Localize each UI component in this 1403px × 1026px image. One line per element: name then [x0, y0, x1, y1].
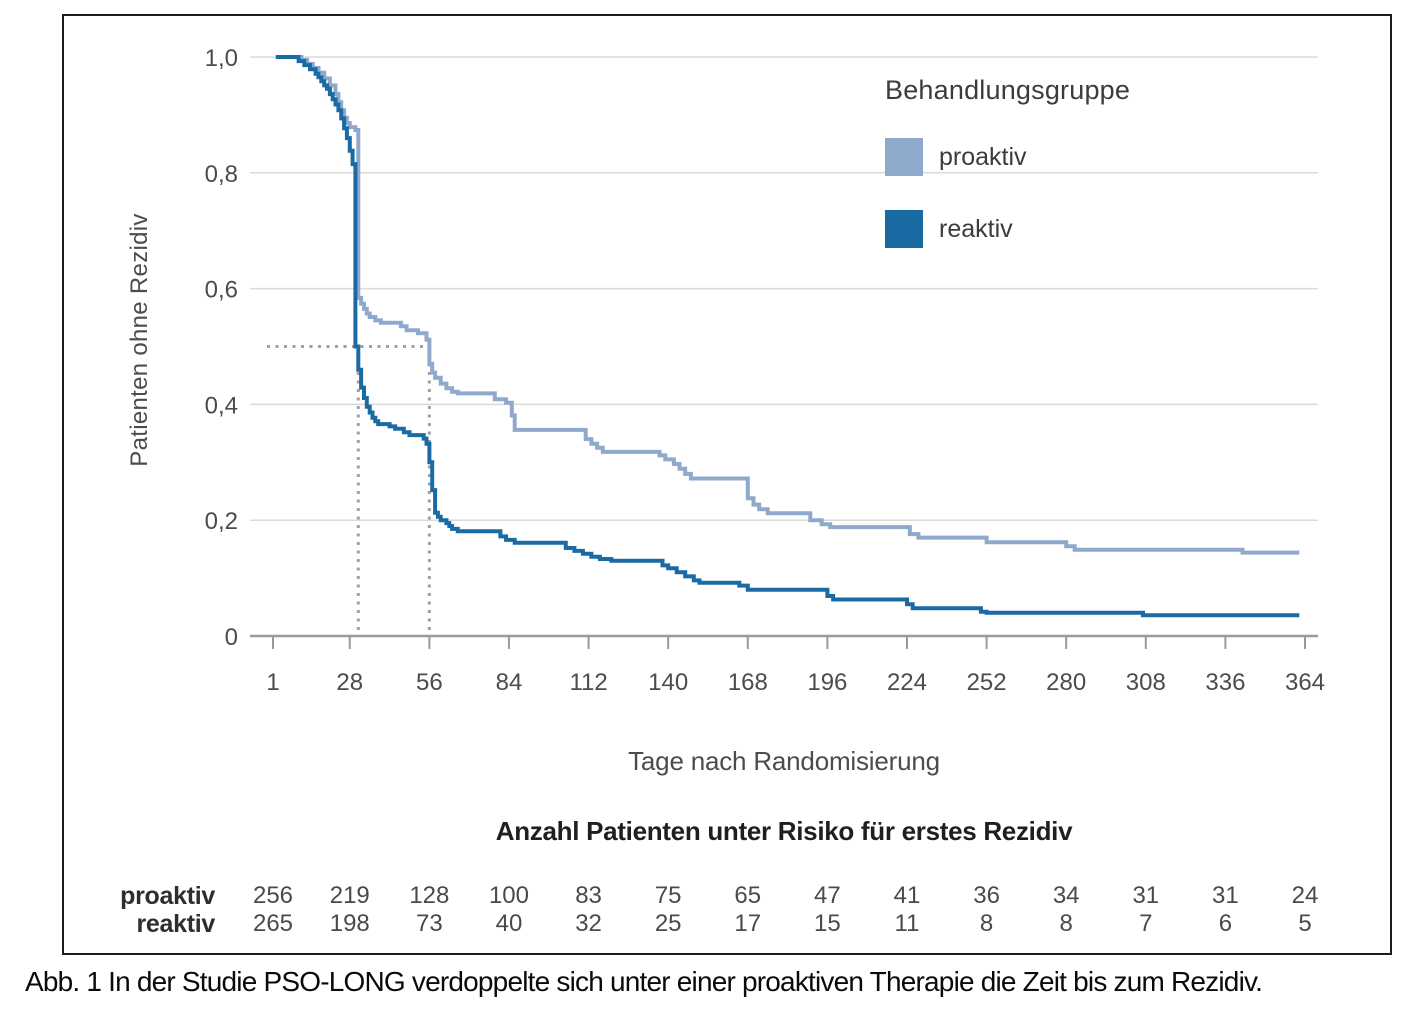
- x-tick-label: 56: [416, 669, 443, 696]
- figure-box: 1 28 56 84 112 140 168 196 224 252 280 308 336 364 1,0…: [62, 14, 1392, 955]
- y-tick-label: 0: [225, 624, 238, 651]
- risk-count-proaktiv-day84: 100: [488, 882, 529, 909]
- x-tick-label: 336: [1205, 669, 1245, 696]
- risk-count-proaktiv-day168: 65: [734, 882, 762, 909]
- risk-row-label-proaktiv: proaktiv: [120, 882, 215, 910]
- reaktiv-swatch-icon: [885, 210, 923, 248]
- legend-title: Behandlungsgruppe: [885, 75, 1131, 105]
- x-tick-label: 1: [266, 669, 279, 696]
- y-tick-label: 0,8: [205, 161, 238, 188]
- figure-caption: Abb. 1 In der Studie PSO-LONG verdoppelt…: [25, 966, 1263, 997]
- x-tick-label: 112: [569, 669, 607, 696]
- legend-label-proaktiv: proaktiv: [939, 142, 1027, 171]
- y-tick-label: 0,6: [205, 277, 238, 304]
- risk-count-reaktiv-day280: 8: [1059, 910, 1073, 937]
- risk-count-proaktiv-day252: 36: [973, 882, 1000, 909]
- x-tick-label: 140: [648, 669, 688, 696]
- risk-count-reaktiv-day364: 5: [1298, 910, 1312, 937]
- y-tick-label: 1,0: [205, 45, 238, 72]
- risk-row-proaktiv: proaktiv 256 219 128 100 83 75 65 47 41 36 34 31 31 2…: [64, 882, 1390, 910]
- x-tick-label: 84: [496, 669, 523, 696]
- risk-count-proaktiv-day308: 31: [1132, 882, 1160, 909]
- x-tick-label: 224: [887, 669, 927, 696]
- risk-count-proaktiv-day224: 41: [893, 882, 921, 909]
- legend-label-reaktiv: reaktiv: [939, 214, 1013, 243]
- x-tick-label: 252: [967, 669, 1007, 696]
- legend-item-proaktiv: proaktiv: [885, 138, 1130, 176]
- risk-count-reaktiv-day252: 8: [979, 910, 994, 937]
- risk-count-reaktiv-day28: 198: [329, 910, 370, 937]
- risk-count-reaktiv-day1: 265: [252, 910, 294, 937]
- risk-table-title: Anzahl Patienten unter Risiko für erstes…: [495, 816, 1073, 846]
- y-tick-label: 0,4: [205, 392, 238, 419]
- risk-count-proaktiv-day1: 256: [252, 882, 294, 909]
- risk-count-reaktiv-day224: 11: [894, 910, 920, 937]
- risk-count-reaktiv-day112: 32: [575, 910, 602, 937]
- km-plot: 1 28 56 84 112 140 168 196 224 252 280 308 336 364 1,0…: [205, 45, 1325, 696]
- risk-count-proaktiv-day28: 219: [329, 882, 370, 909]
- risk-count-reaktiv-day196: 15: [814, 910, 841, 937]
- risk-count-reaktiv-day308: 7: [1139, 910, 1153, 937]
- proaktiv-swatch-icon: [885, 138, 923, 176]
- risk-count-reaktiv-day84: 40: [495, 910, 523, 937]
- x-tick-label: 364: [1285, 669, 1325, 696]
- x-tick-label: 196: [807, 669, 847, 696]
- risk-count-proaktiv-day196: 47: [814, 882, 841, 909]
- y-tick-label: 0,2: [205, 508, 238, 535]
- risk-row-reaktiv: reaktiv 265 198 73 40 32 25 17 15 11 8 8 7 6 5: [64, 910, 1390, 938]
- risk-count-reaktiv-day168: 17: [734, 910, 762, 937]
- risk-count-proaktiv-day336: 31: [1212, 882, 1239, 909]
- legend: Behandlungsgruppe proaktiv reaktiv: [885, 75, 1130, 248]
- y-axis-title: Patienten ohne Rezidiv: [126, 213, 153, 467]
- risk-count-proaktiv-day56: 128: [409, 882, 450, 909]
- risk-count-reaktiv-day336: 6: [1218, 910, 1233, 937]
- risk-row-label-reaktiv: reaktiv: [136, 910, 215, 938]
- risk-count-proaktiv-day280: 34: [1052, 882, 1080, 909]
- km-curve-reaktiv: [275, 55, 1300, 618]
- risk-count-reaktiv-day56: 73: [416, 910, 443, 937]
- x-tick-label: 280: [1046, 669, 1086, 696]
- risk-count-proaktiv-day140: 75: [654, 882, 682, 909]
- x-axis-title: Tage nach Randomisierung: [628, 746, 940, 776]
- x-tick-label: 28: [336, 669, 363, 696]
- risk-count-proaktiv-day364: 24: [1291, 882, 1319, 909]
- risk-count-proaktiv-day112: 83: [575, 882, 602, 909]
- legend-item-reaktiv: reaktiv: [885, 210, 1130, 248]
- x-tick-label: 168: [728, 669, 768, 696]
- risk-count-reaktiv-day140: 25: [654, 910, 682, 937]
- km-curve-proaktiv: [275, 55, 1300, 555]
- x-tick-label: 308: [1126, 669, 1166, 696]
